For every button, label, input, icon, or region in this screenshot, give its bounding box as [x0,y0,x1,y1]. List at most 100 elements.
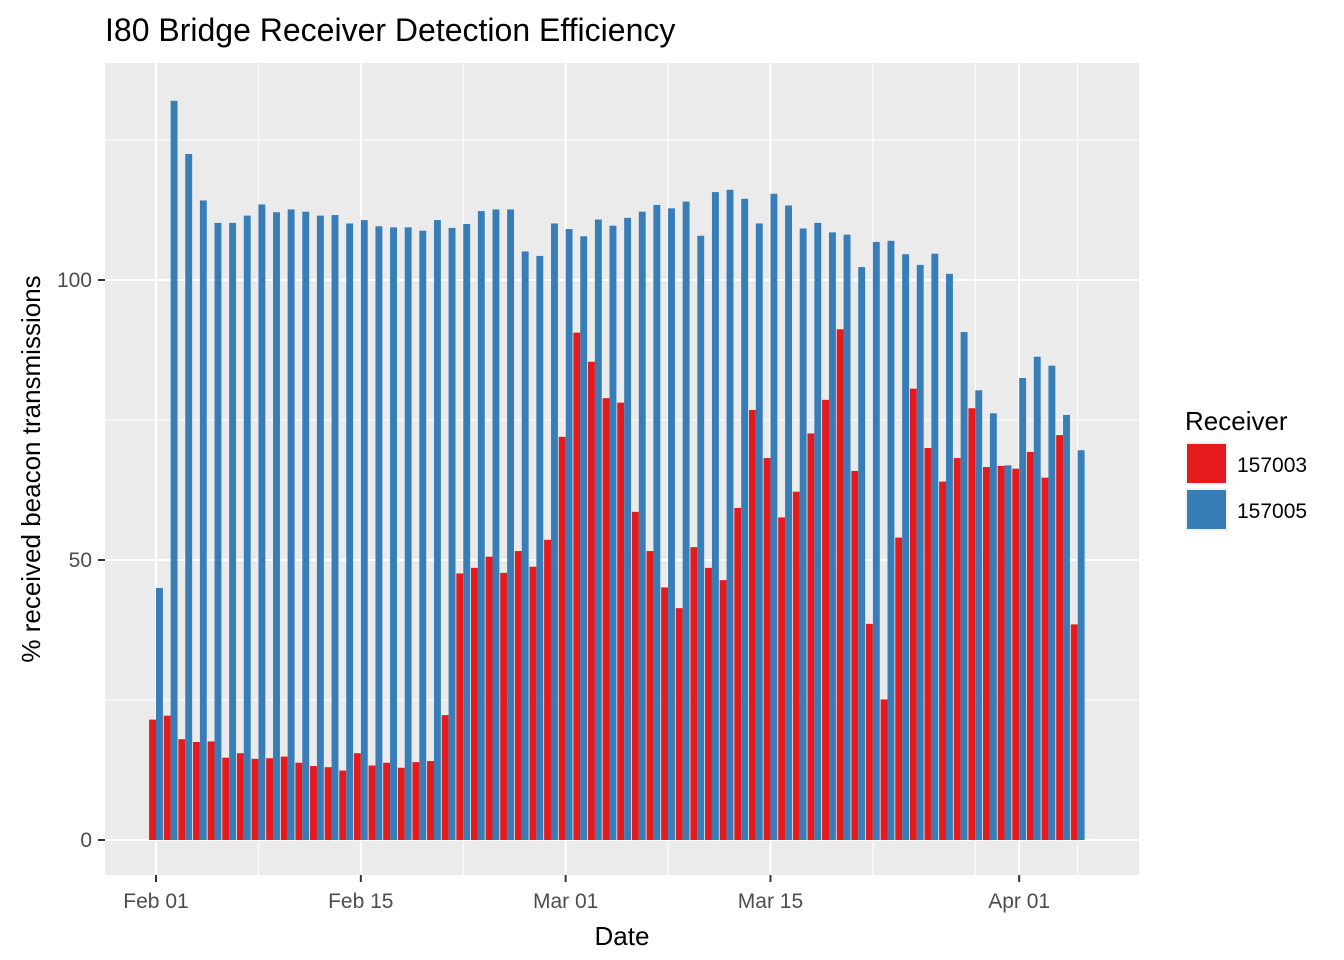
bar-157003 [880,699,888,840]
bar-157003 [865,623,873,840]
bar-157003 [558,436,566,840]
x-axis-title: Date [595,921,650,951]
bar-157005 [404,227,412,841]
bar-157003 [573,332,581,840]
x-tick-labels: Feb 01 Feb 15 Mar 01 Mar 15 Apr 01 [123,890,1050,913]
bar-157005 [536,255,544,841]
bar-157003 [427,761,434,840]
chart-title: I80 Bridge Receiver Detection Efficiency [105,12,675,48]
bar-157003 [222,757,230,840]
bar-157003 [895,537,903,840]
bar-157003 [1026,451,1034,840]
bar-157003 [207,741,215,840]
legend-label-157005: 157005 [1237,500,1307,523]
bar-157003 [1041,477,1049,840]
bar-157005 [375,226,383,841]
bar-157005 [477,211,485,840]
bar-157005 [770,193,778,840]
bar-157003 [529,566,537,840]
bar-157003 [500,572,508,840]
bar-157005 [580,236,588,840]
bar-157003 [310,766,317,840]
x-tick-label: Mar 15 [738,890,803,913]
y-axis-title: % received beacon transmissions [16,275,46,662]
bar-157005 [331,215,339,841]
bar-157005 [682,201,690,841]
bar-157005 [697,235,705,840]
bar-157005 [1063,414,1070,840]
bar-157005 [975,390,983,840]
bar-157003 [368,765,376,840]
bar-157003 [280,756,288,840]
bar-157003 [251,758,259,840]
bar-157003 [324,767,332,840]
bar-157003 [719,580,727,840]
bar-157005 [419,230,427,841]
bar-157003 [441,715,449,840]
bar-157003 [178,739,186,840]
bar-157005 [931,253,939,840]
y-tick-label: 0 [80,829,92,852]
bar-157005 [609,225,617,840]
bar-157003 [236,753,244,840]
bar-157005 [346,223,354,840]
bar-157003 [617,402,625,840]
bar-157003 [968,408,976,840]
bar-157005 [828,232,836,840]
bar-157005 [565,229,573,841]
bar-157005 [185,154,193,840]
bar-157003 [734,507,742,840]
bar-157005 [624,217,632,841]
bar-157003 [602,398,610,840]
legend-swatch-157005 [1187,490,1226,529]
x-tick-label: Apr 01 [988,890,1050,913]
bar-157005 [726,189,734,841]
legend-title: Receiver [1185,406,1288,436]
bar-157005 [668,208,675,840]
bar-157005 [755,223,763,840]
bar-157005 [916,264,924,840]
bar-157003 [646,551,654,840]
bar-157003 [149,719,156,840]
x-tick-label: Feb 15 [328,890,393,913]
bar-157005 [989,413,997,840]
y-tick-labels: 0 50 100 [57,269,92,852]
bar-157003 [807,433,815,840]
bar-157003 [924,448,932,840]
bar-157005 [902,254,910,841]
bar-157005 [1004,465,1012,840]
bar-157005 [302,211,310,840]
bar-157005 [273,212,280,841]
bar-157005 [858,267,866,840]
bar-157005 [638,211,646,840]
bar-157003 [953,458,961,840]
bar-157003 [1012,468,1020,840]
bar-157005 [258,204,266,840]
legend-swatch-157003 [1187,444,1226,483]
bar-157003 [383,762,391,840]
bar-157003 [939,481,947,840]
bar-157003 [412,762,420,840]
bar-157005 [1019,378,1027,840]
y-tick-label: 50 [69,549,92,572]
bar-157003 [397,767,405,840]
axis-ticks [98,279,1021,882]
bar-157003 [763,458,771,840]
bar-157005 [843,234,851,840]
bar-157003 [851,470,859,840]
bar-157005 [946,273,953,841]
bar-157005 [799,228,807,841]
bar-157003 [792,491,800,840]
bar-157005 [551,223,558,840]
bar-157005 [741,198,749,841]
bar-157003 [631,511,639,840]
bar-157003 [163,715,171,840]
bar-157003 [485,556,493,840]
bar-157003 [748,409,756,840]
legend-label-157003: 157003 [1237,454,1307,477]
bar-157005 [448,227,456,841]
bar-157003 [470,567,478,840]
bar-157005 [390,227,397,841]
bar-157005 [199,200,207,841]
